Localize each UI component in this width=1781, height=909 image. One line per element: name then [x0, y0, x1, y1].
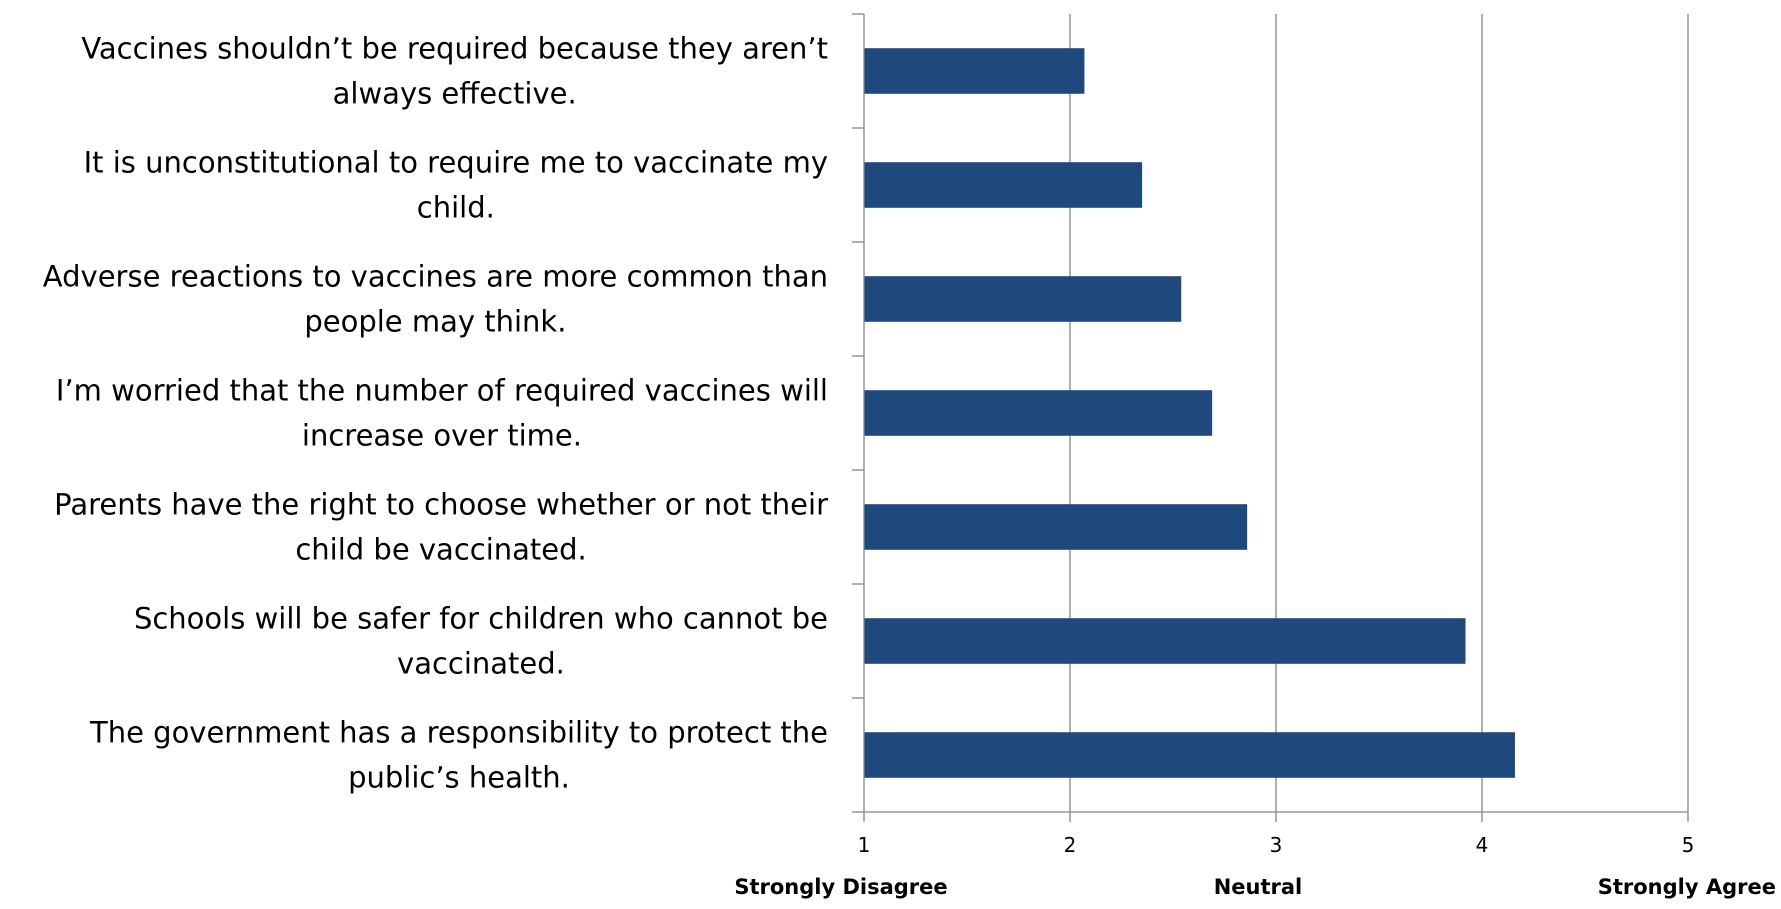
category-label-4: I’m worried that the number of required … — [56, 374, 828, 453]
x-tick-label-2: 2 — [1064, 833, 1077, 857]
category-label-7: The government has a responsibility to p… — [89, 716, 828, 795]
scale-anchor-labels: Strongly Disagree Neutral Strongly Agree — [734, 875, 1776, 899]
bar-7 — [864, 732, 1515, 778]
category-label-5: Parents have the right to choose whether… — [54, 488, 828, 567]
bars — [864, 48, 1515, 778]
x-tick-label-1: 1 — [858, 833, 871, 857]
x-tick-label-5: 5 — [1682, 833, 1695, 857]
bar-1 — [864, 48, 1085, 94]
category-label-6: Schools will be safer for children who c… — [134, 602, 828, 681]
bar-4 — [864, 390, 1213, 436]
x-tick-labels: 1 2 3 4 5 — [858, 833, 1695, 857]
axes — [852, 13, 1689, 822]
bar-5 — [864, 504, 1248, 550]
bar-6 — [864, 618, 1466, 664]
category-labels: Vaccines shouldn’t be required because t… — [43, 32, 828, 795]
category-label-2: It is unconstitutional to require me to … — [84, 146, 828, 225]
anchor-label-1: Strongly Disagree — [734, 875, 947, 899]
category-label-1: Vaccines shouldn’t be required because t… — [81, 32, 828, 111]
anchor-label-3: Strongly Agree — [1598, 875, 1776, 899]
category-label-3: Adverse reactions to vaccines are more c… — [43, 260, 828, 339]
bar-3 — [864, 276, 1182, 322]
x-tick-label-3: 3 — [1270, 833, 1283, 857]
bar-2 — [864, 162, 1143, 208]
x-tick-label-4: 4 — [1476, 833, 1489, 857]
anchor-label-2: Neutral — [1214, 875, 1303, 899]
